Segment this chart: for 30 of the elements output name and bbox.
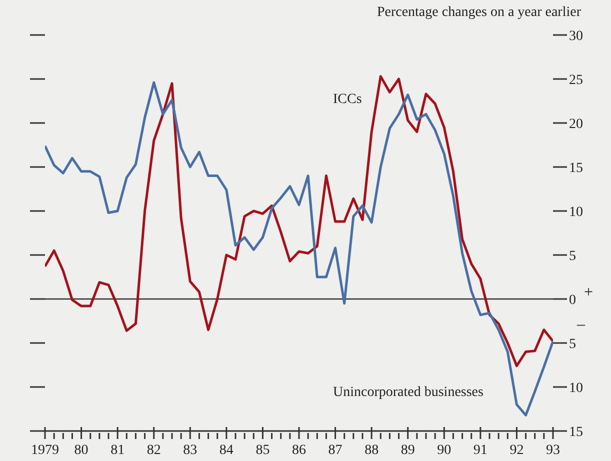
- y-tick-label: 30: [569, 28, 583, 44]
- x-tick-label: 84: [219, 443, 234, 458]
- x-tick-label: 86: [292, 443, 306, 458]
- y-tick-label: 0: [569, 292, 576, 308]
- x-tick-label: 80: [74, 443, 88, 458]
- x-tick-label: 83: [183, 443, 198, 458]
- y-tick-label: 15: [569, 424, 583, 440]
- y-tick-label: 10: [569, 380, 583, 396]
- y-tick-label: 10: [569, 204, 583, 220]
- y-tick-label: 5: [569, 336, 576, 352]
- y-tick-label: 15: [569, 160, 583, 176]
- x-tick-label: 81: [110, 443, 125, 458]
- y-axis-title: Percentage changes on a year earlier: [376, 5, 581, 21]
- x-tick-label: 87: [328, 443, 342, 458]
- x-tick-label: 89: [400, 443, 415, 458]
- x-tick-label: 85: [256, 443, 270, 458]
- series-label: ICCs: [333, 92, 362, 108]
- x-tick-label: 1979: [31, 443, 59, 458]
- x-tick-label: 92: [510, 443, 524, 458]
- y-tick-label: 25: [569, 72, 583, 88]
- text: –: [577, 316, 585, 334]
- text: Unincorporated businesses: [333, 385, 484, 401]
- x-tick-label: 90: [437, 443, 452, 458]
- x-tick-label: 91: [473, 443, 488, 458]
- x-tick-label: 93: [546, 443, 560, 458]
- y-tick-label: 5: [569, 248, 576, 264]
- y-tick-label: 20: [569, 116, 583, 132]
- x-tick-label: 88: [364, 443, 379, 458]
- text: +: [584, 284, 594, 302]
- x-tick-label: 82: [146, 443, 161, 458]
